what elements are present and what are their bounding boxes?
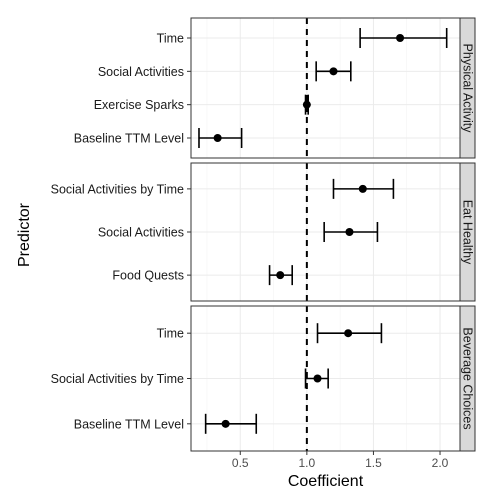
panel-background	[191, 18, 460, 158]
facet-panel: Social Activities by Time Social Activiti…	[51, 162, 476, 302]
estimate-point	[213, 134, 222, 142]
predictor-label: Food Quests	[112, 269, 184, 283]
x-axis-title: Coefficient	[288, 473, 364, 490]
facet-panel: Time Social Activities Exercise Sparks Base…	[74, 17, 476, 159]
x-tick-label: 1.0	[299, 456, 316, 470]
estimate-point	[313, 374, 322, 383]
estimate-point	[396, 34, 405, 42]
predictor-label: Time	[157, 327, 184, 341]
predictor-label: Social Activities	[98, 226, 184, 240]
estimate-point	[276, 271, 285, 280]
predictor-label: Social Activities by Time	[51, 182, 184, 196]
predictor-label: Baseline TTM Level	[74, 132, 184, 146]
facet-strip-label: Beverage Choices	[461, 327, 475, 429]
predictor-label: Social Activities	[98, 65, 184, 79]
estimate-point	[302, 100, 311, 109]
facet-panel: Time Social Activities by Time Baseline TT…	[51, 305, 476, 452]
predictor-label: Time	[157, 32, 184, 46]
estimate-point	[358, 184, 367, 193]
facet-strip-label: Physical Activity	[461, 44, 475, 134]
predictor-label: Social Activities by Time	[51, 372, 184, 386]
x-tick-label: 0.5	[232, 456, 249, 470]
facet-strip	[459, 17, 476, 159]
estimate-point	[329, 67, 338, 76]
x-tick-label: 2.0	[432, 456, 449, 470]
estimate-point	[344, 329, 353, 338]
facet-strip	[459, 305, 476, 452]
x-tick-label: 1.5	[365, 456, 382, 470]
y-axis-title: Predictor	[16, 202, 33, 267]
estimate-point	[221, 419, 230, 428]
facet-strip-label: Eat Healthy	[461, 200, 475, 265]
estimate-point	[345, 228, 354, 236]
predictor-label: Baseline TTM Level	[74, 417, 184, 431]
predictor-label: Exercise Sparks	[94, 98, 184, 112]
panels-layer: 0.5 1.0 1.5 2.0 Time Social Activities Exercis…	[51, 17, 476, 470]
facet-strip	[459, 162, 476, 302]
